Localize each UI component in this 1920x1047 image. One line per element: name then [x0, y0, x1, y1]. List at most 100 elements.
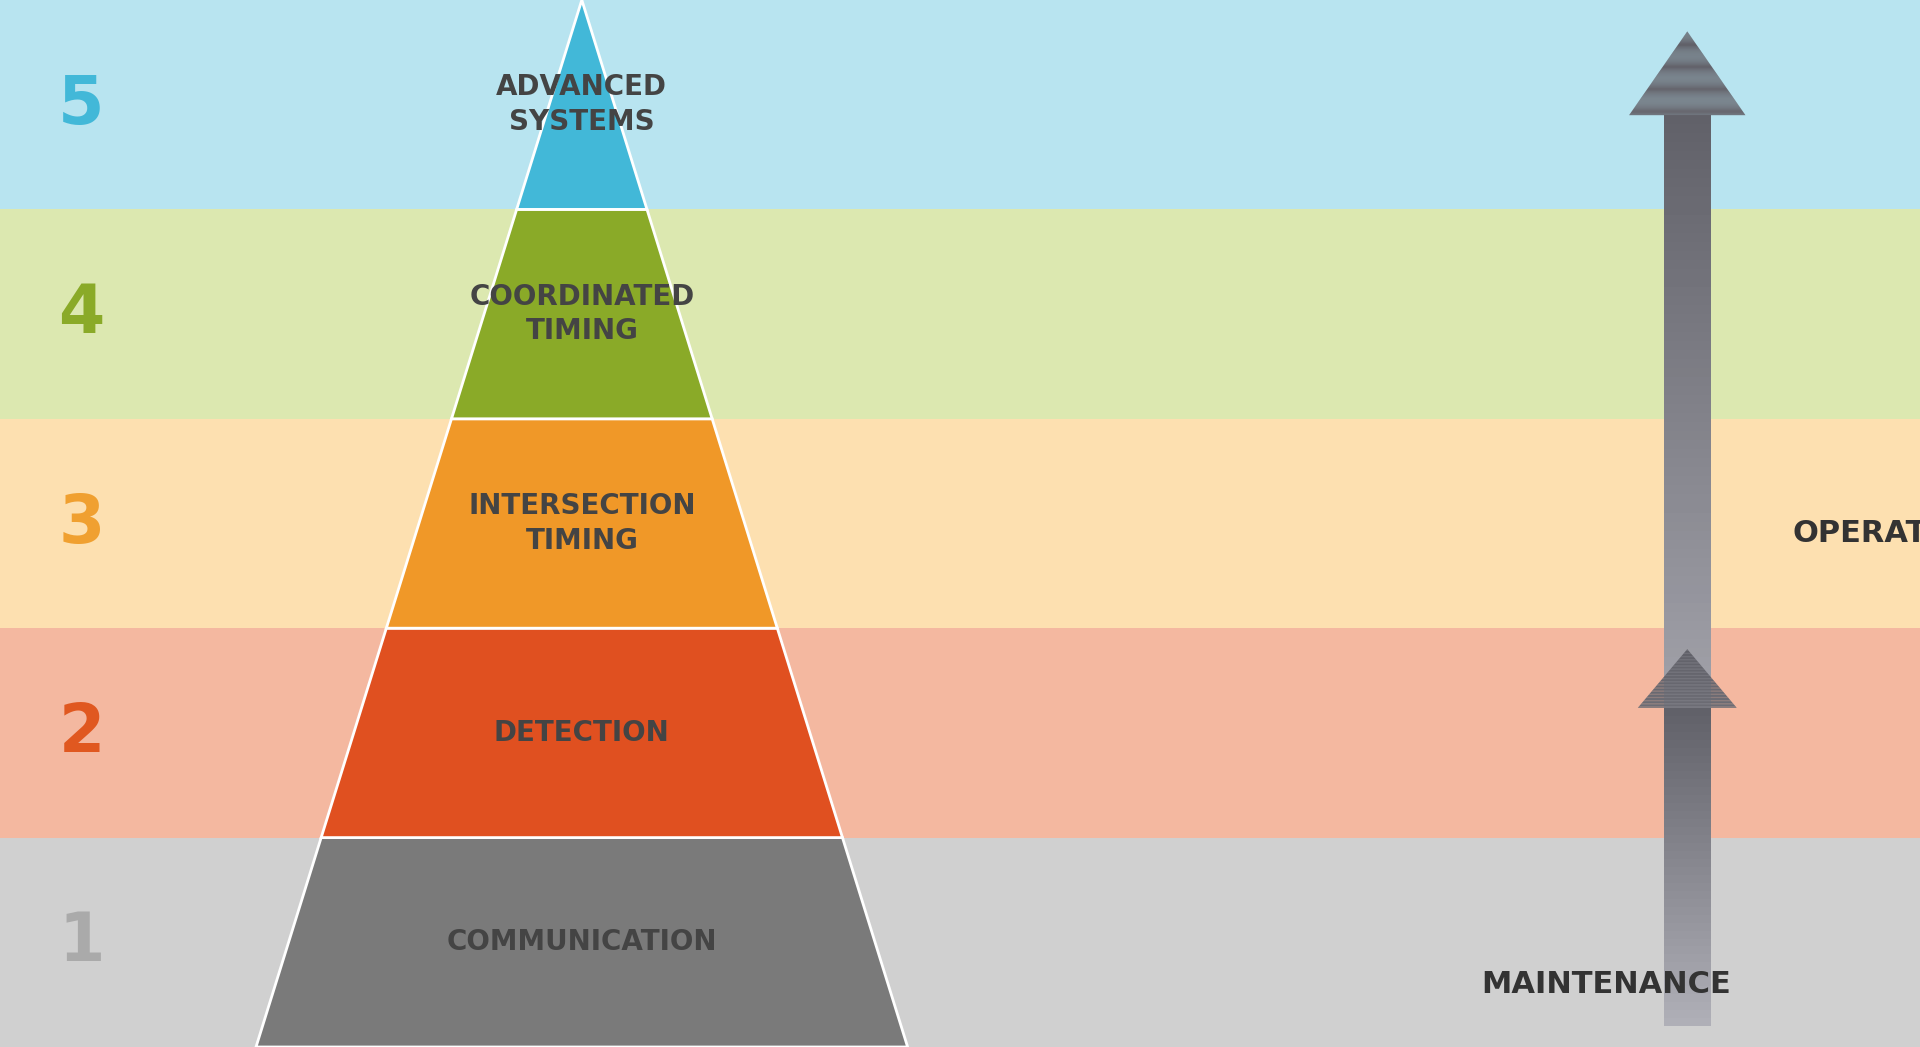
Bar — [1665, 422, 1711, 431]
Polygon shape — [1659, 72, 1716, 73]
Polygon shape — [1665, 64, 1711, 65]
Bar — [1665, 459, 1711, 467]
Bar — [1665, 630, 1711, 639]
Bar — [1665, 296, 1711, 305]
Polygon shape — [1667, 671, 1707, 672]
Polygon shape — [1653, 81, 1722, 82]
Polygon shape — [1649, 692, 1724, 693]
Bar — [1665, 783, 1711, 793]
Polygon shape — [1663, 677, 1713, 678]
Bar — [1665, 666, 1711, 675]
Polygon shape — [1628, 114, 1745, 115]
Polygon shape — [1665, 675, 1711, 677]
Bar — [1665, 763, 1711, 772]
Polygon shape — [1663, 66, 1713, 67]
Bar — [1665, 558, 1711, 566]
Polygon shape — [1647, 87, 1726, 88]
Bar — [1665, 277, 1711, 287]
Polygon shape — [1647, 88, 1728, 89]
Bar — [1665, 359, 1711, 369]
Bar — [1665, 305, 1711, 314]
Bar — [1665, 693, 1711, 703]
Bar — [1665, 322, 1711, 332]
Bar — [1665, 898, 1711, 907]
Polygon shape — [1640, 99, 1736, 101]
Polygon shape — [1676, 46, 1697, 47]
Polygon shape — [1657, 685, 1718, 686]
Polygon shape — [1634, 107, 1740, 108]
Bar — [1665, 931, 1711, 938]
Bar — [1665, 793, 1711, 802]
Bar — [1665, 539, 1711, 549]
Bar — [1665, 867, 1711, 875]
Bar — [1665, 584, 1711, 594]
Bar — [1665, 765, 1711, 775]
Polygon shape — [1644, 93, 1732, 94]
Polygon shape — [1672, 52, 1703, 53]
Polygon shape — [1632, 111, 1743, 112]
Polygon shape — [1682, 653, 1692, 655]
Polygon shape — [1644, 700, 1732, 701]
Bar — [1665, 775, 1711, 783]
Polygon shape — [1661, 678, 1713, 680]
Polygon shape — [386, 419, 778, 628]
Polygon shape — [1670, 54, 1705, 55]
Polygon shape — [1632, 110, 1743, 111]
Polygon shape — [1686, 650, 1690, 652]
Bar — [1665, 332, 1711, 341]
Bar — [1665, 971, 1711, 978]
Bar — [1665, 803, 1711, 811]
Polygon shape — [1674, 663, 1699, 664]
Bar — [0, 209, 1920, 419]
Bar — [1665, 962, 1711, 971]
Bar — [1665, 851, 1711, 859]
Polygon shape — [1672, 665, 1703, 667]
Polygon shape — [1638, 707, 1738, 708]
Polygon shape — [1670, 53, 1703, 54]
Bar — [1665, 449, 1711, 459]
Bar — [0, 0, 1920, 209]
Polygon shape — [1663, 67, 1713, 68]
Bar — [1665, 404, 1711, 414]
Bar — [1665, 594, 1711, 603]
Text: 1: 1 — [58, 909, 106, 976]
Bar — [1665, 504, 1711, 512]
Polygon shape — [1680, 40, 1693, 41]
Bar — [1665, 287, 1711, 295]
Polygon shape — [1680, 42, 1695, 43]
Polygon shape — [1668, 57, 1705, 58]
Polygon shape — [1640, 705, 1736, 707]
Polygon shape — [1644, 699, 1730, 700]
Bar — [1665, 703, 1711, 711]
Polygon shape — [1684, 35, 1690, 36]
Bar — [1665, 170, 1711, 178]
Bar — [1665, 648, 1711, 658]
Polygon shape — [1653, 687, 1720, 689]
Bar — [1665, 922, 1711, 931]
Polygon shape — [1642, 97, 1734, 98]
Bar — [1665, 242, 1711, 250]
Bar — [1665, 1018, 1711, 1026]
Polygon shape — [1653, 689, 1722, 690]
Bar — [1665, 566, 1711, 576]
Polygon shape — [1647, 696, 1728, 697]
Bar — [1665, 779, 1711, 787]
Bar — [1665, 820, 1711, 828]
Polygon shape — [1667, 61, 1709, 62]
Polygon shape — [1642, 96, 1734, 97]
Polygon shape — [1676, 661, 1699, 663]
Bar — [1665, 576, 1711, 584]
Text: ADVANCED
SYSTEMS: ADVANCED SYSTEMS — [495, 73, 668, 136]
Polygon shape — [1638, 103, 1738, 104]
Bar — [1665, 723, 1711, 732]
Polygon shape — [1657, 73, 1716, 74]
Bar — [1665, 658, 1711, 666]
Bar — [1665, 938, 1711, 946]
Polygon shape — [1638, 101, 1736, 102]
Bar — [1665, 716, 1711, 723]
Bar — [1665, 232, 1711, 242]
Polygon shape — [1642, 701, 1734, 704]
Polygon shape — [1647, 694, 1726, 696]
Polygon shape — [1680, 656, 1695, 658]
Bar — [1665, 875, 1711, 883]
